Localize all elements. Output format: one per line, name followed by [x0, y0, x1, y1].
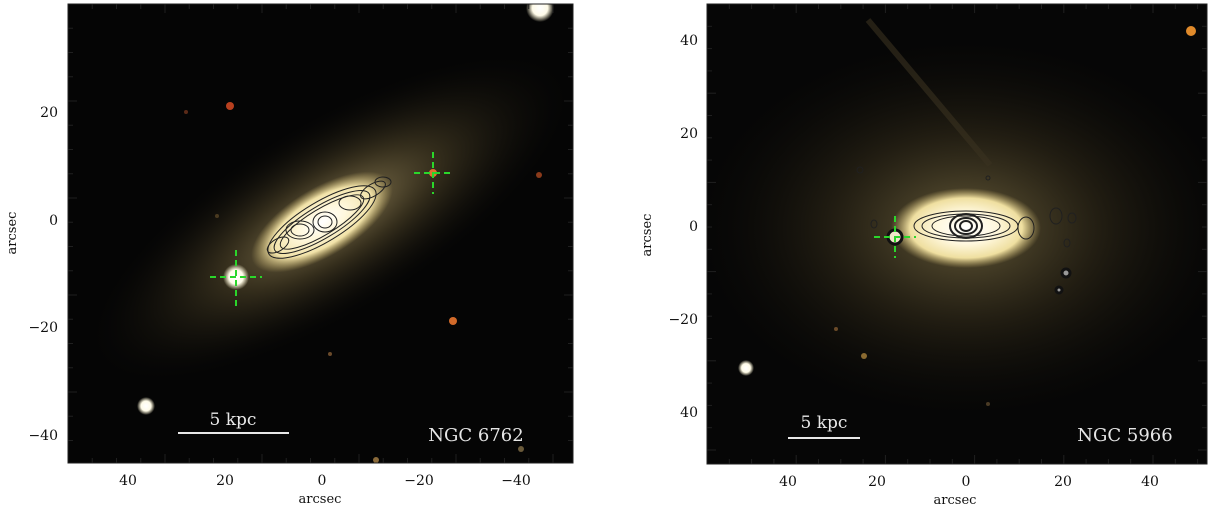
star: [1186, 26, 1196, 36]
star: [226, 102, 234, 110]
x-tick-label: 20: [216, 473, 234, 489]
y-tick-labels: 20 0 −20 −40: [28, 105, 58, 444]
scalebar-label: 5 kpc: [801, 413, 848, 433]
y-tick-label: 20: [680, 126, 698, 142]
y-axis-label: arcsec: [5, 212, 20, 255]
star: [518, 446, 524, 452]
x-tick-labels: 40 20 0 20 40: [779, 474, 1159, 490]
star: [861, 353, 867, 359]
y-tick-label: 40: [680, 405, 698, 421]
scalebar-label: 5 kpc: [210, 410, 257, 430]
star: [526, 4, 554, 22]
ngc5966-figure: 5 kpc NGC 5966 40 20 0 20 40 40 20 0 −20…: [640, 3, 1208, 508]
bright-star: [738, 360, 754, 376]
y-tick-label: −20: [668, 312, 698, 328]
x-tick-label: −40: [501, 473, 531, 489]
galaxy-core: [251, 171, 393, 273]
crosshair-marker-icon: [874, 216, 916, 258]
y-tick-label: −20: [28, 320, 58, 336]
y-tick-label: 40: [680, 33, 698, 49]
ngc6762-figure: 5 kpc NGC 6762 40 20 0 −20 −40 20 0 −20 …: [5, 3, 574, 507]
x-tick-label: 0: [962, 474, 971, 490]
panel-ngc6762: 5 kpc NGC 6762 40 20 0 −20 −40 20 0 −20 …: [0, 0, 600, 509]
plot-frame: [706, 3, 1208, 465]
x-tick-label: 0: [318, 473, 327, 489]
y-tick-label: 20: [40, 105, 58, 121]
plot-frame: [67, 3, 574, 464]
crosshair-marker-icon: [414, 152, 452, 194]
x-tick-label: 40: [119, 473, 137, 489]
star: [986, 402, 990, 406]
contoured-star: [1054, 285, 1064, 295]
contour-overlay-icon: [266, 176, 392, 259]
star: [137, 397, 155, 415]
contour-overlay-icon: [856, 166, 1077, 248]
x-tick-label: 40: [1141, 474, 1159, 490]
x-tick-label: 20: [1054, 474, 1072, 490]
star: [328, 352, 332, 356]
tick-marks: [707, 4, 1207, 464]
tick-marks: [68, 4, 573, 463]
contoured-star: [1060, 267, 1072, 279]
star: [373, 457, 379, 463]
y-tick-label: 0: [49, 213, 58, 229]
star: [536, 172, 542, 178]
star: [215, 214, 219, 218]
x-tick-label: 20: [868, 474, 886, 490]
x-tick-label: −20: [404, 473, 434, 489]
y-tick-label: −40: [28, 428, 58, 444]
galaxy-core: [891, 188, 1041, 268]
x-tick-labels: 40 20 0 −20 −40: [119, 473, 531, 489]
x-axis-label: arcsec: [934, 493, 977, 508]
galaxy-name-label: NGC 6762: [428, 425, 523, 446]
star: [184, 110, 188, 114]
star: [449, 317, 457, 325]
x-tick-label: 40: [779, 474, 797, 490]
galaxy-name-label: NGC 5966: [1077, 425, 1172, 446]
star: [834, 327, 838, 331]
y-tick-label: 0: [689, 219, 698, 235]
y-tick-labels: 40 20 0 −20 40: [668, 33, 698, 421]
x-axis-label: arcsec: [299, 492, 342, 507]
panel-ngc5966: 5 kpc NGC 5966 40 20 0 20 40 40 20 0 −20…: [610, 0, 1213, 509]
y-axis-label: arcsec: [640, 214, 655, 257]
diffraction-streak: [865, 18, 993, 167]
crosshair-marker-icon: [210, 250, 262, 306]
